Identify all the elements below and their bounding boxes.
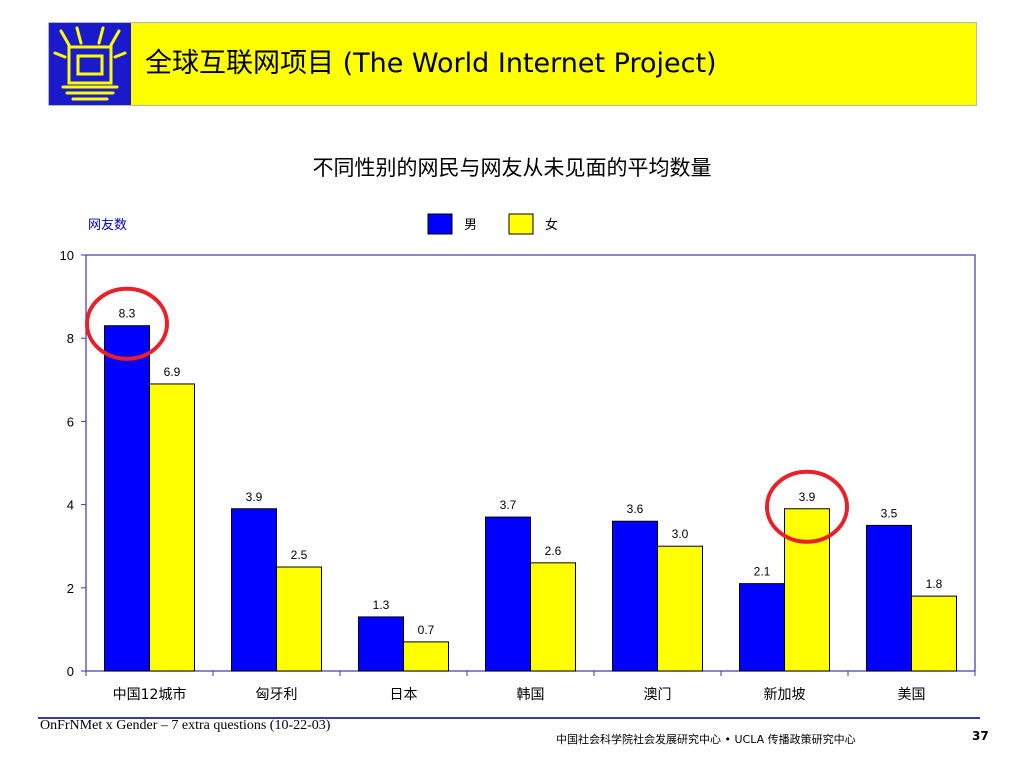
bar-value-label: 3.6	[627, 502, 644, 516]
page-title: 全球互联网项目 (The World Internet Project)	[145, 48, 717, 79]
x-tick-label: 澳门	[644, 687, 672, 703]
bar-value-label: 3.0	[672, 527, 689, 541]
y-tick-label: 8	[67, 331, 74, 346]
x-tick-label: 中国12城市	[113, 686, 187, 703]
highlight-circle	[765, 469, 849, 544]
page-number: 37	[972, 729, 989, 743]
bar-value-label: 2.1	[754, 565, 771, 579]
bar-value-label: 8.3	[119, 307, 136, 321]
bar	[276, 566, 322, 672]
bar-value-label: 3.5	[881, 506, 898, 520]
bar	[149, 383, 195, 672]
bar	[104, 325, 150, 672]
bar-value-label: 0.7	[418, 623, 435, 637]
x-tick-label: 美国	[898, 687, 926, 703]
bar-value-label: 6.9	[164, 365, 181, 379]
bar-chart: 0 2 4 6 8 10 网友数 男 女 8.3 6.9 中国12城市 3.9 2.5 匈牙利 1.3 0.7 日…	[60, 213, 976, 703]
header-banner: 全球互联网项目 (The World Internet Project)	[48, 22, 977, 106]
bar	[612, 520, 658, 672]
bar	[911, 595, 957, 672]
x-tick-label: 韩国	[517, 687, 545, 703]
footer-left-text: OnFrNMet x Gender – 7 extra questions (1…	[40, 718, 331, 733]
y-tick-label: 0	[67, 664, 74, 679]
x-tick-label: 匈牙利	[256, 687, 298, 703]
bar	[358, 616, 404, 672]
highlight-circle	[85, 286, 169, 361]
y-tick-label: 4	[67, 498, 74, 513]
bar-value-label: 3.9	[246, 490, 263, 504]
y-tick-label: 10	[60, 248, 74, 263]
bar	[784, 508, 830, 672]
bar-value-label: 1.8	[926, 577, 943, 591]
x-tick-label: 日本	[390, 687, 418, 703]
y-axis-label: 网友数	[88, 217, 127, 233]
bar	[530, 562, 576, 672]
bar	[403, 641, 449, 672]
legend-label: 女	[545, 217, 558, 233]
footer-right-text: 中国社会科学院社会发展研究中心 • UCLA 传播政策研究中心	[556, 733, 856, 746]
bar	[657, 545, 703, 672]
bar-value-label: 3.9	[799, 490, 816, 504]
legend-swatch	[427, 213, 453, 235]
legend-label: 男	[464, 218, 477, 233]
bar	[485, 516, 531, 672]
chart-title: 不同性别的网民与网友从未见面的平均数量	[312, 156, 712, 180]
bar	[231, 508, 277, 672]
x-tick-label: 新加坡	[764, 687, 806, 703]
legend-swatch	[508, 213, 534, 235]
y-tick-label: 6	[67, 414, 74, 429]
bar-value-label: 2.6	[545, 544, 562, 558]
window-logo-icon	[49, 23, 131, 105]
footer-divider	[38, 717, 980, 719]
bar	[866, 524, 912, 672]
bar-value-label: 1.3	[373, 598, 390, 612]
bar	[739, 583, 785, 672]
bar-value-label: 2.5	[291, 548, 308, 562]
bar-value-label: 3.7	[500, 498, 517, 512]
y-tick-label: 2	[67, 581, 74, 596]
